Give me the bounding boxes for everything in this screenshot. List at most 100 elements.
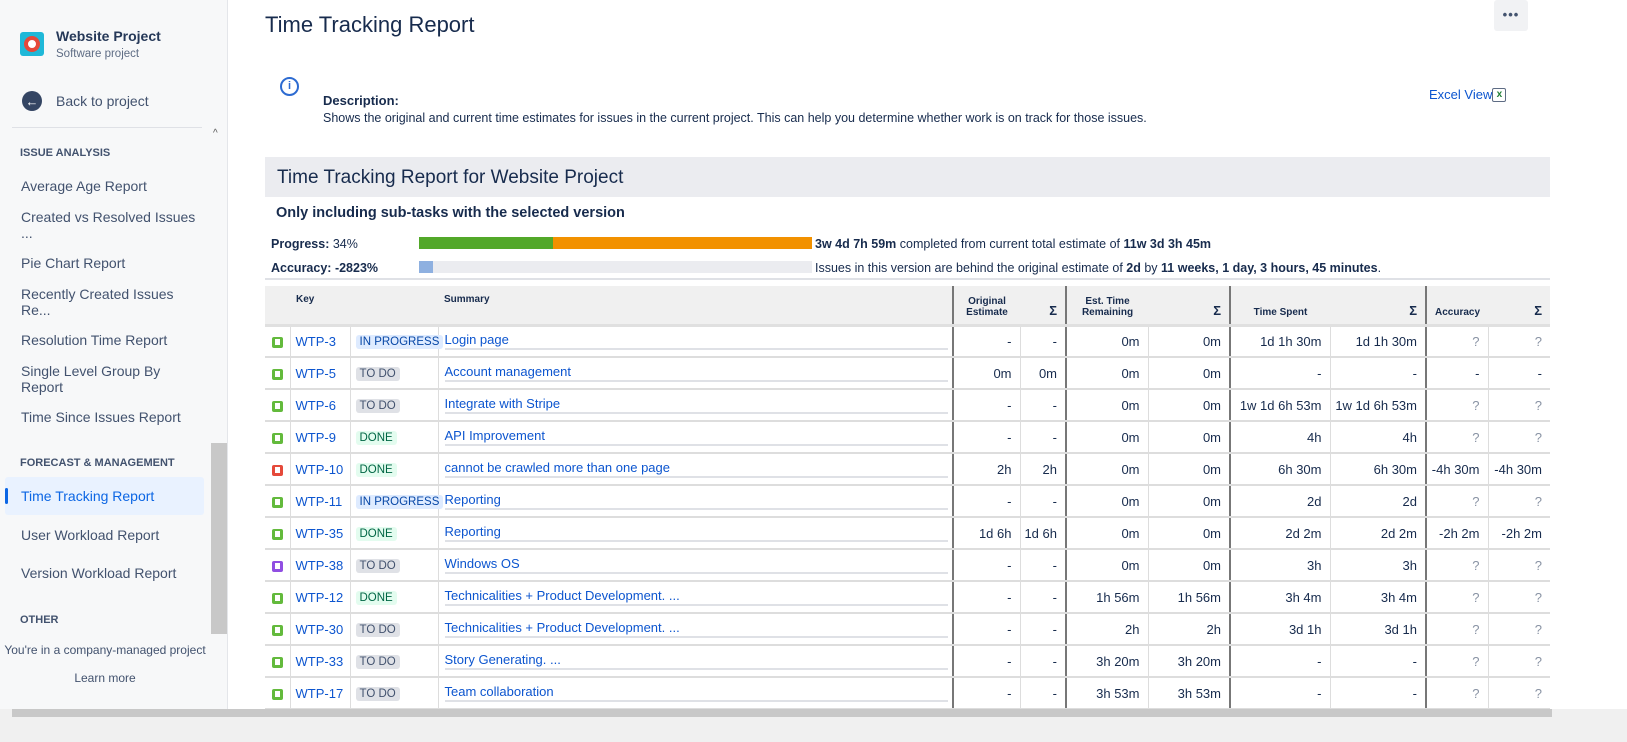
issue-key-link[interactable]: WTP-38 (289, 549, 350, 582)
est-remaining-cell: 2h (1065, 613, 1148, 646)
project-logo-icon (20, 32, 44, 56)
status-cell: DONE (349, 421, 438, 454)
issue-key-link[interactable]: WTP-6 (289, 389, 350, 422)
est-remaining-sum-cell: 0m (1147, 517, 1230, 550)
time-spent-sum-cell: - (1329, 357, 1426, 390)
accuracy-cell: ? (1425, 421, 1488, 454)
sidebar-item-average-age[interactable]: Average Age Report (21, 178, 147, 194)
summary-link[interactable]: Story Generating. ... (444, 652, 948, 670)
original-estimate-cell: - (952, 389, 1020, 422)
summary-link[interactable]: cannot be crawled more than one page (444, 460, 948, 478)
summary-cell: Account management (437, 357, 953, 390)
time-spent-sum-cell: 3d 1h (1329, 613, 1426, 646)
table-header: Key Summary Original Estimate Σ Est. Time… (265, 286, 1550, 327)
summary-cell: Windows OS (437, 549, 953, 582)
time-spent-sum-cell: 2d 2m (1329, 517, 1426, 550)
scroll-up-icon[interactable]: ^ (213, 128, 218, 139)
time-spent-cell: 1w 1d 6h 53m (1229, 389, 1330, 422)
project-header[interactable]: Website Project Software project (20, 28, 161, 60)
original-estimate-sum-cell: - (1019, 645, 1066, 678)
original-estimate-sum-cell: - (1019, 421, 1066, 454)
status-badge: DONE (355, 527, 397, 541)
est-remaining-sum-cell: 0m (1147, 549, 1230, 582)
summary-cell: Login page (437, 325, 953, 358)
issue-key-link[interactable]: WTP-3 (289, 325, 350, 358)
status-cell: TO DO (349, 677, 438, 710)
issue-key-link[interactable]: WTP-33 (289, 645, 350, 678)
status-cell: TO DO (349, 357, 438, 390)
original-estimate-cell: - (952, 677, 1020, 710)
summary-link[interactable]: Login page (444, 332, 948, 351)
time-spent-cell: - (1229, 677, 1330, 710)
accuracy-cell: ? (1425, 645, 1488, 678)
issue-key-link[interactable]: WTP-30 (289, 613, 350, 646)
time-spent-cell: 4h (1229, 421, 1330, 454)
col-summary[interactable]: Summary (438, 286, 953, 327)
col-original-estimate: Original Estimate (952, 286, 1020, 327)
accuracy-value: -2823% (334, 261, 379, 275)
table-row: WTP-17 TO DO Team collaboration - -3h 53m 3h … (265, 677, 1550, 710)
issue-key-link[interactable]: WTP-10 (289, 453, 350, 486)
sidebar-item-user-workload[interactable]: User Workload Report (21, 527, 160, 543)
col-est-remaining: Est. Time Remaining (1065, 286, 1148, 327)
table-row: WTP-38 TO DO Windows OS - -0m 0m 3h 3h?? (265, 549, 1550, 582)
issue-key-link[interactable]: WTP-9 (289, 421, 350, 454)
status-cell: TO DO (349, 645, 438, 678)
progress-completed (419, 237, 553, 249)
status-cell: TO DO (349, 613, 438, 646)
issue-type-cell (265, 581, 290, 614)
issue-key-link[interactable]: WTP-5 (289, 357, 350, 390)
issue-type-cell (265, 485, 290, 518)
section-forecast: FORECAST & MANAGEMENT (20, 457, 175, 469)
col-acc-sigma: Σ (1488, 286, 1550, 327)
summary-link[interactable]: Account management (444, 364, 948, 382)
more-actions-button[interactable]: ••• (1494, 0, 1528, 31)
summary-link[interactable]: Technicalities + Product Development. ..… (444, 588, 948, 606)
est-remaining-cell: 0m (1065, 389, 1148, 422)
learn-more-link[interactable]: Learn more (74, 671, 136, 685)
table-row: WTP-35 DONE Reporting 1d 6h 1d 6h 0m 0m 2d 2m 2d… (265, 517, 1550, 550)
story-icon (271, 592, 283, 604)
issue-key-link[interactable]: WTP-35 (289, 517, 350, 550)
sidebar-item-single-level-group[interactable]: Single Level Group By Report (21, 363, 161, 395)
excel-icon: x (1492, 87, 1507, 102)
sidebar-item-version-workload[interactable]: Version Workload Report (21, 565, 177, 581)
horizontal-scrollbar[interactable] (0, 709, 1627, 742)
est-remaining-sum-cell: 3h 20m (1147, 645, 1230, 678)
summary-link[interactable]: Technicalities + Product Development. ..… (444, 620, 948, 638)
table-row: WTP-11 IN PROGRESS Reporting - -0m 0m 2d 2d?? (265, 485, 1550, 518)
sidebar-item-resolution-time[interactable]: Resolution Time Report (21, 332, 168, 348)
col-key[interactable]: Key (290, 286, 350, 327)
summary-link[interactable]: Integrate with Stripe (444, 396, 948, 414)
sidebar-item-pie-chart[interactable]: Pie Chart Report (21, 255, 126, 271)
sidebar-item-time-tracking[interactable]: Time Tracking Report (5, 477, 204, 515)
sidebar-item-recently-created[interactable]: Recently Created Issues Re... (21, 286, 174, 318)
table-row: WTP-3 IN PROGRESS Login page - -0m 0m 1d 1h 30… (265, 325, 1550, 358)
original-estimate-sum-cell: 0m (1019, 357, 1066, 390)
est-remaining-cell: 1h 56m (1065, 581, 1148, 614)
issue-key-link[interactable]: WTP-11 (289, 485, 350, 518)
summary-link[interactable]: Reporting (444, 492, 948, 510)
accuracy-label-text: Accuracy: (271, 261, 332, 275)
progress-text: 3w 4d 7h 59m completed from current tota… (815, 237, 1211, 251)
summary-link[interactable]: Team collaboration (444, 684, 948, 702)
accuracy-sum-cell: ? (1487, 325, 1550, 358)
original-estimate-cell: - (952, 581, 1020, 614)
sidebar-scrollbar-thumb[interactable] (211, 443, 227, 634)
summary-link[interactable]: API Improvement (444, 428, 948, 446)
accuracy-cell: ? (1425, 549, 1488, 582)
accuracy-sum-cell: ? (1487, 613, 1550, 646)
report-title: Time Tracking Report for Website Project (265, 157, 1550, 197)
sidebar-item-created-vs-resolved[interactable]: Created vs Resolved Issues ... (21, 209, 196, 241)
back-to-project-button[interactable]: ← Back to project (22, 91, 149, 111)
summary-link[interactable]: Windows OS (444, 556, 948, 574)
sidebar-item-time-since[interactable]: Time Since Issues Report (21, 409, 181, 425)
summary-link[interactable]: Reporting (444, 524, 948, 542)
accuracy-cell: ? (1425, 613, 1488, 646)
accuracy-label: Accuracy: -2823% (271, 261, 378, 275)
horizontal-scrollbar-thumb[interactable] (12, 709, 1552, 717)
issue-key-link[interactable]: WTP-12 (289, 581, 350, 614)
est-remaining-sum-cell: 0m (1147, 389, 1230, 422)
excel-view-link[interactable]: Excel View x (1429, 87, 1507, 102)
issue-key-link[interactable]: WTP-17 (289, 677, 350, 710)
